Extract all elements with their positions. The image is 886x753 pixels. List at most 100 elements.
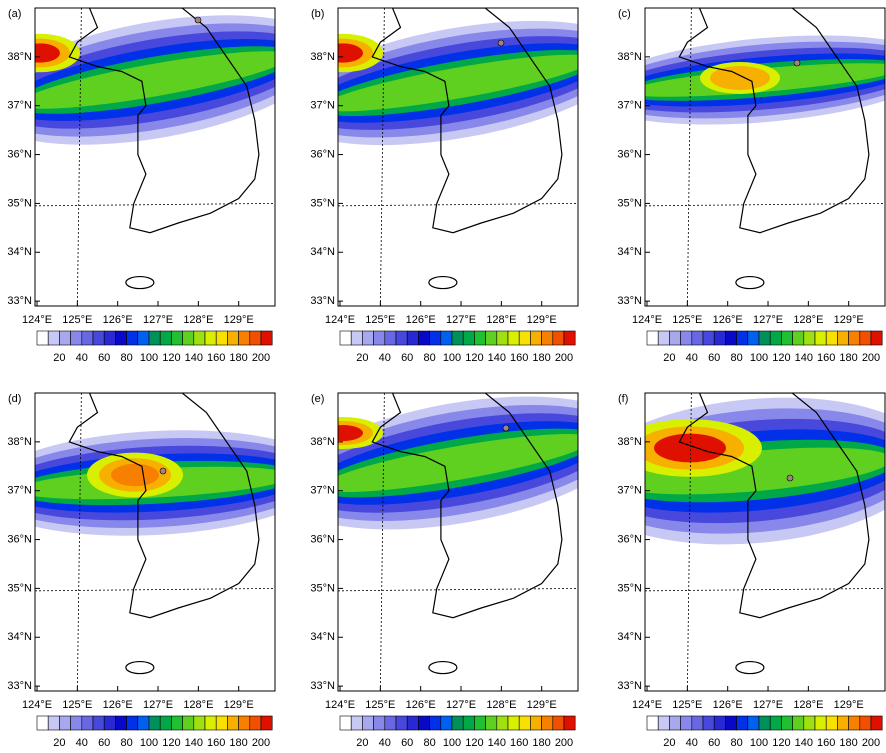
colorbar-box xyxy=(350,330,363,346)
colorbar-label: 80 xyxy=(120,352,132,364)
colorbar-box xyxy=(792,715,805,731)
lon-label: 129°E xyxy=(224,314,254,326)
meridian xyxy=(686,8,692,306)
colorbar-label: 100 xyxy=(443,352,461,364)
rain-core xyxy=(338,425,363,441)
colorbar-box xyxy=(440,330,453,346)
frame xyxy=(337,7,579,307)
colorbar-box xyxy=(552,715,565,731)
colorbar-box xyxy=(691,715,704,731)
coastline xyxy=(678,393,870,619)
coastline xyxy=(371,393,563,619)
colorbar-label: 100 xyxy=(140,737,158,748)
lat-label: 38°N xyxy=(617,436,642,448)
colorbar-box xyxy=(530,715,542,731)
colorbar-box xyxy=(736,715,749,731)
frame xyxy=(644,7,886,307)
lat-label: 38°N xyxy=(310,51,335,63)
colorbar-box xyxy=(339,715,352,731)
lon-label: 127°E xyxy=(446,699,476,711)
colorbar-box xyxy=(137,715,150,731)
colorbar-label: 140 xyxy=(795,352,813,364)
colorbar-box xyxy=(859,715,872,731)
colorbar-box xyxy=(485,715,498,731)
lon-label: 126°E xyxy=(713,699,743,711)
colorbar-label: 60 xyxy=(98,737,110,748)
colorbar-box xyxy=(115,715,127,731)
lon-label: 125°E xyxy=(365,699,395,711)
lat-label: 37°N xyxy=(310,485,335,497)
panel-label: (f) xyxy=(618,393,628,405)
colorbar-box xyxy=(680,715,693,731)
lat-label: 34°N xyxy=(7,246,32,258)
colorbar-box xyxy=(563,330,576,346)
colorbar-box xyxy=(115,330,127,346)
colorbar-box xyxy=(171,330,183,346)
colorbar-box xyxy=(204,330,217,346)
colorbar-box xyxy=(395,330,408,346)
lon-label: 127°E xyxy=(753,699,783,711)
colorbar: 20 40 60 80 100 120 140 160 180 200 xyxy=(36,715,273,749)
colorbar-label: 120 xyxy=(162,352,180,364)
lat-label: 35°N xyxy=(310,582,335,594)
colorbar-box xyxy=(429,715,442,731)
colorbar-box xyxy=(92,330,105,346)
colorbar-label: 120 xyxy=(465,352,483,364)
colorbar-box xyxy=(837,715,849,731)
colorbar-box xyxy=(249,715,262,731)
colorbar-box xyxy=(691,330,704,346)
colorbar-label: 60 xyxy=(401,737,413,748)
rain-contour xyxy=(35,51,275,109)
panel-label: (a) xyxy=(8,8,21,20)
colorbar-box xyxy=(103,715,116,731)
lat-label: 38°N xyxy=(7,436,32,448)
colorbar-box xyxy=(59,330,71,346)
colorbar-label: 40 xyxy=(76,737,88,748)
colorbar-box xyxy=(657,330,670,346)
colorbar-box xyxy=(814,330,827,346)
colorbar-label: 120 xyxy=(162,737,180,748)
lon-label: 124°E xyxy=(632,699,662,711)
field xyxy=(35,393,275,691)
colorbar-label: 100 xyxy=(750,737,768,748)
colorbar-box xyxy=(47,715,60,731)
colorbar-box xyxy=(552,330,565,346)
lon-label: 125°E xyxy=(365,314,395,326)
lat-label: 38°N xyxy=(7,51,32,63)
parallel xyxy=(338,588,578,592)
colorbar-box xyxy=(126,715,139,731)
rain-core xyxy=(654,433,726,463)
parallel xyxy=(35,203,275,207)
map-panel: (e) 38°N 37°N 36°N 35°N 34°N 33°N 124°E 125°E 126… xyxy=(310,392,579,749)
colorbar-box xyxy=(496,715,509,731)
colorbar-box xyxy=(803,330,816,346)
map-panel: (b) 38°N 37°N 36°N 35°N 34°N 33°N 124°E 125°E 126… xyxy=(310,7,579,364)
lat-label: 37°N xyxy=(7,100,32,112)
colorbar-label: 60 xyxy=(708,352,720,364)
lon-label: 125°E xyxy=(62,314,92,326)
colorbar-box xyxy=(462,330,475,346)
lon-label: 126°E xyxy=(103,699,133,711)
colorbar-box xyxy=(507,715,520,731)
colorbar-box xyxy=(496,330,509,346)
colorbar-label: 120 xyxy=(465,737,483,748)
colorbar-box xyxy=(563,715,576,731)
rain-core xyxy=(111,463,159,487)
colorbar-label: 200 xyxy=(555,737,573,748)
jeju xyxy=(735,660,765,675)
lon-label: 128°E xyxy=(183,314,213,326)
lon-label: 126°E xyxy=(406,314,436,326)
meridian xyxy=(686,393,692,691)
lat-label: 33°N xyxy=(310,680,335,692)
lon-label: 126°E xyxy=(103,314,133,326)
colorbar-box xyxy=(518,330,531,346)
colorbar-label: 100 xyxy=(140,352,158,364)
colorbar-box xyxy=(518,715,531,731)
colorbar-label: 160 xyxy=(817,737,835,748)
colorbar-box xyxy=(204,715,217,731)
lon-label: 124°E xyxy=(325,314,355,326)
lat-label: 33°N xyxy=(7,680,32,692)
colorbar-box xyxy=(238,330,251,346)
colorbar-label: 120 xyxy=(772,737,790,748)
lon-label: 126°E xyxy=(406,699,436,711)
